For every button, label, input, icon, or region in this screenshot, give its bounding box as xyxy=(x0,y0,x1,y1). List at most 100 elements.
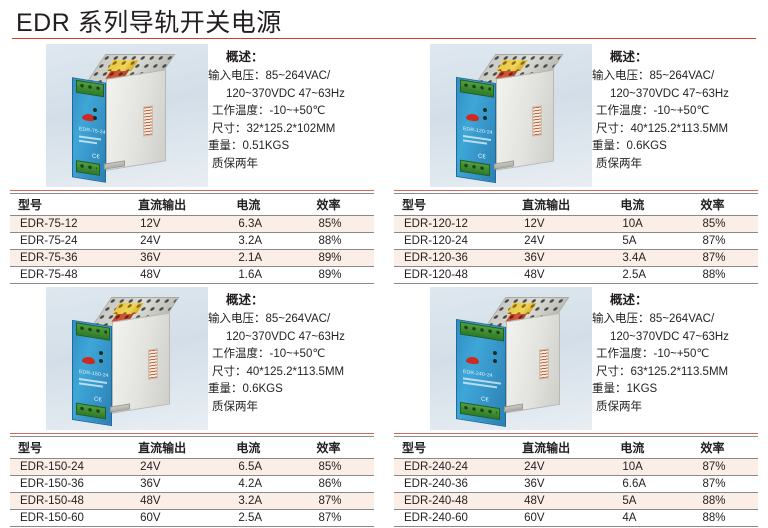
spec-table: 型号 直流输出 电流 效率 EDR-120-12 12V 10A 85% EDR-12… xyxy=(394,193,758,284)
cell-model: EDR-150-36 xyxy=(10,475,131,493)
cell-model: EDR-120-24 xyxy=(394,232,515,250)
table-header-2: 电流 xyxy=(612,193,693,216)
product-photo: EDR-150-24 C€ xyxy=(46,287,208,430)
spec-operating-temperature: 工作温度：-10~+50℃ xyxy=(212,348,326,360)
spec-dimensions: 尺寸：40*125.2*113.5MM xyxy=(212,365,345,378)
page-header: EDR 系列导轨开关电源 xyxy=(0,0,768,42)
cell-model: EDR-120-12 xyxy=(394,215,515,233)
spec-overview-title: 概述： xyxy=(610,293,648,307)
spec-weight: 重量：0.6KGS xyxy=(592,140,667,152)
cell-dc-output: 48V xyxy=(514,492,613,510)
spec-table: 型号 直流输出 电流 效率 EDR-240-24 24V 10A 87% EDR-24… xyxy=(394,436,758,527)
table-header-3: 效率 xyxy=(692,193,758,216)
spec-block: 概述： 输入电压：85~264VAC/ 120~370VDC 47~63Hz 工… xyxy=(592,289,768,416)
spec-input-voltage-line1: 输入电压：85~264VAC/ xyxy=(208,70,331,82)
table-row: EDR-75-12 12V 6.3A 85% xyxy=(10,215,374,233)
cell-current: 5A xyxy=(612,232,693,250)
cell-efficiency: 88% xyxy=(692,266,758,284)
table-row: EDR-240-24 24V 10A 87% xyxy=(394,458,758,476)
spec-weight: 重量：1KGS xyxy=(592,383,658,395)
spec-input-voltage-line2: 120~370VDC 47~63Hz xyxy=(226,87,345,100)
spec-table-wrap: 型号 直流输出 电流 效率 EDR-75-12 12V 6.3A 85% EDR-75… xyxy=(10,190,374,284)
cell-efficiency: 88% xyxy=(308,232,374,250)
table-top-divider xyxy=(10,433,374,434)
cell-current: 2.5A xyxy=(612,266,693,284)
product-section-edr-75: EDR-75-24 C€ 概述： 输入电压：85~264VAC/ 120~370… xyxy=(0,42,384,285)
table-row: EDR-240-36 36V 6.6A 87% xyxy=(394,475,758,493)
cell-current: 2.1A xyxy=(228,249,309,267)
spec-weight: 重量：0.6KGS xyxy=(208,383,283,395)
table-header-3: 效率 xyxy=(308,193,374,216)
cell-current: 3.2A xyxy=(228,232,309,250)
table-top-divider xyxy=(394,190,758,191)
cell-efficiency: 88% xyxy=(692,492,758,510)
spec-overview-title: 概述： xyxy=(226,50,264,64)
spec-input-voltage-line1: 输入电压：85~264VAC/ xyxy=(208,313,331,325)
table-row: EDR-150-60 60V 2.5A 87% xyxy=(10,509,374,527)
spec-table-wrap: 型号 直流输出 电流 效率 EDR-120-12 12V 10A 85% EDR-12… xyxy=(394,190,758,284)
page-title: EDR 系列导轨开关电源 xyxy=(16,9,282,37)
cell-dc-output: 36V xyxy=(514,475,613,493)
table-row: EDR-150-24 24V 6.5A 85% xyxy=(10,458,374,476)
cell-efficiency: 86% xyxy=(308,475,374,493)
spec-dimensions: 尺寸：63*125.2*113.5MM xyxy=(596,365,729,378)
spec-warranty: 质保两年 xyxy=(596,400,642,413)
cell-efficiency: 87% xyxy=(692,232,758,250)
table-header-1: 直流输出 xyxy=(514,436,613,459)
table-header-1: 直流输出 xyxy=(514,193,613,216)
cell-current: 10A xyxy=(612,215,693,233)
cell-dc-output: 48V xyxy=(514,266,613,284)
spec-input-voltage-line2: 120~370VDC 47~63Hz xyxy=(610,330,729,343)
cell-dc-output: 12V xyxy=(514,215,613,233)
table-header-3: 效率 xyxy=(308,436,374,459)
spec-weight: 重量：0.51KGS xyxy=(208,140,290,152)
cell-current: 1.6A xyxy=(228,266,309,284)
table-row: EDR-75-24 24V 3.2A 88% xyxy=(10,232,374,250)
spec-input-voltage-line1: 输入电压：85~264VAC/ xyxy=(592,313,715,325)
cell-model: EDR-150-48 xyxy=(10,492,131,510)
table-row: EDR-120-24 24V 5A 87% xyxy=(394,232,758,250)
cell-model: EDR-240-60 xyxy=(394,509,515,527)
table-header-0: 型号 xyxy=(10,193,131,216)
spec-input-voltage-line1: 输入电压：85~264VAC/ xyxy=(592,70,715,82)
cell-dc-output: 48V xyxy=(130,492,229,510)
table-header-3: 效率 xyxy=(692,436,758,459)
cell-model: EDR-240-36 xyxy=(394,475,515,493)
table-header-row: 型号 直流输出 电流 效率 xyxy=(10,193,374,216)
cell-model: EDR-75-12 xyxy=(10,215,131,233)
table-row: EDR-240-60 60V 4A 88% xyxy=(394,509,758,527)
cell-dc-output: 36V xyxy=(130,249,229,267)
cell-dc-output: 36V xyxy=(514,249,613,267)
product-photo: EDR-240-24 C€ xyxy=(430,287,592,430)
cell-efficiency: 89% xyxy=(308,266,374,284)
cell-model: EDR-150-60 xyxy=(10,509,131,527)
table-row: EDR-240-48 48V 5A 88% xyxy=(394,492,758,510)
spec-overview-title: 概述： xyxy=(226,293,264,307)
product-section-edr-240: EDR-240-24 C€ 概述： 输入电压：85~264VAC/ 120~37… xyxy=(384,285,768,528)
table-header-row: 型号 直流输出 电流 效率 xyxy=(394,193,758,216)
table-top-divider xyxy=(10,190,374,191)
table-row: EDR-75-36 36V 2.1A 89% xyxy=(10,249,374,267)
spec-overview-title: 概述： xyxy=(610,50,648,64)
spec-operating-temperature: 工作温度：-10~+50℃ xyxy=(596,105,710,117)
spec-warranty: 质保两年 xyxy=(212,400,258,413)
spec-table-wrap: 型号 直流输出 电流 效率 EDR-240-24 24V 10A 87% EDR-24… xyxy=(394,433,758,527)
table-header-0: 型号 xyxy=(394,193,515,216)
cell-model: EDR-150-24 xyxy=(10,458,131,476)
spec-operating-temperature: 工作温度：-10~+50℃ xyxy=(596,348,710,360)
cell-dc-output: 36V xyxy=(130,475,229,493)
spec-dimensions: 尺寸：32*125.2*102MM xyxy=(212,122,336,135)
cell-dc-output: 60V xyxy=(130,509,229,527)
cell-efficiency: 85% xyxy=(692,215,758,233)
product-section-edr-150: EDR-150-24 C€ 概述： 输入电压：85~264VAC/ 120~37… xyxy=(0,285,384,528)
cell-current: 4.2A xyxy=(228,475,309,493)
cell-efficiency: 87% xyxy=(692,249,758,267)
table-header-row: 型号 直流输出 电流 效率 xyxy=(10,436,374,459)
cell-model: EDR-75-36 xyxy=(10,249,131,267)
table-header-2: 电流 xyxy=(228,193,309,216)
cell-model: EDR-120-48 xyxy=(394,266,515,284)
cell-current: 5A xyxy=(612,492,693,510)
table-header-2: 电流 xyxy=(228,436,309,459)
table-row: EDR-120-48 48V 2.5A 88% xyxy=(394,266,758,284)
